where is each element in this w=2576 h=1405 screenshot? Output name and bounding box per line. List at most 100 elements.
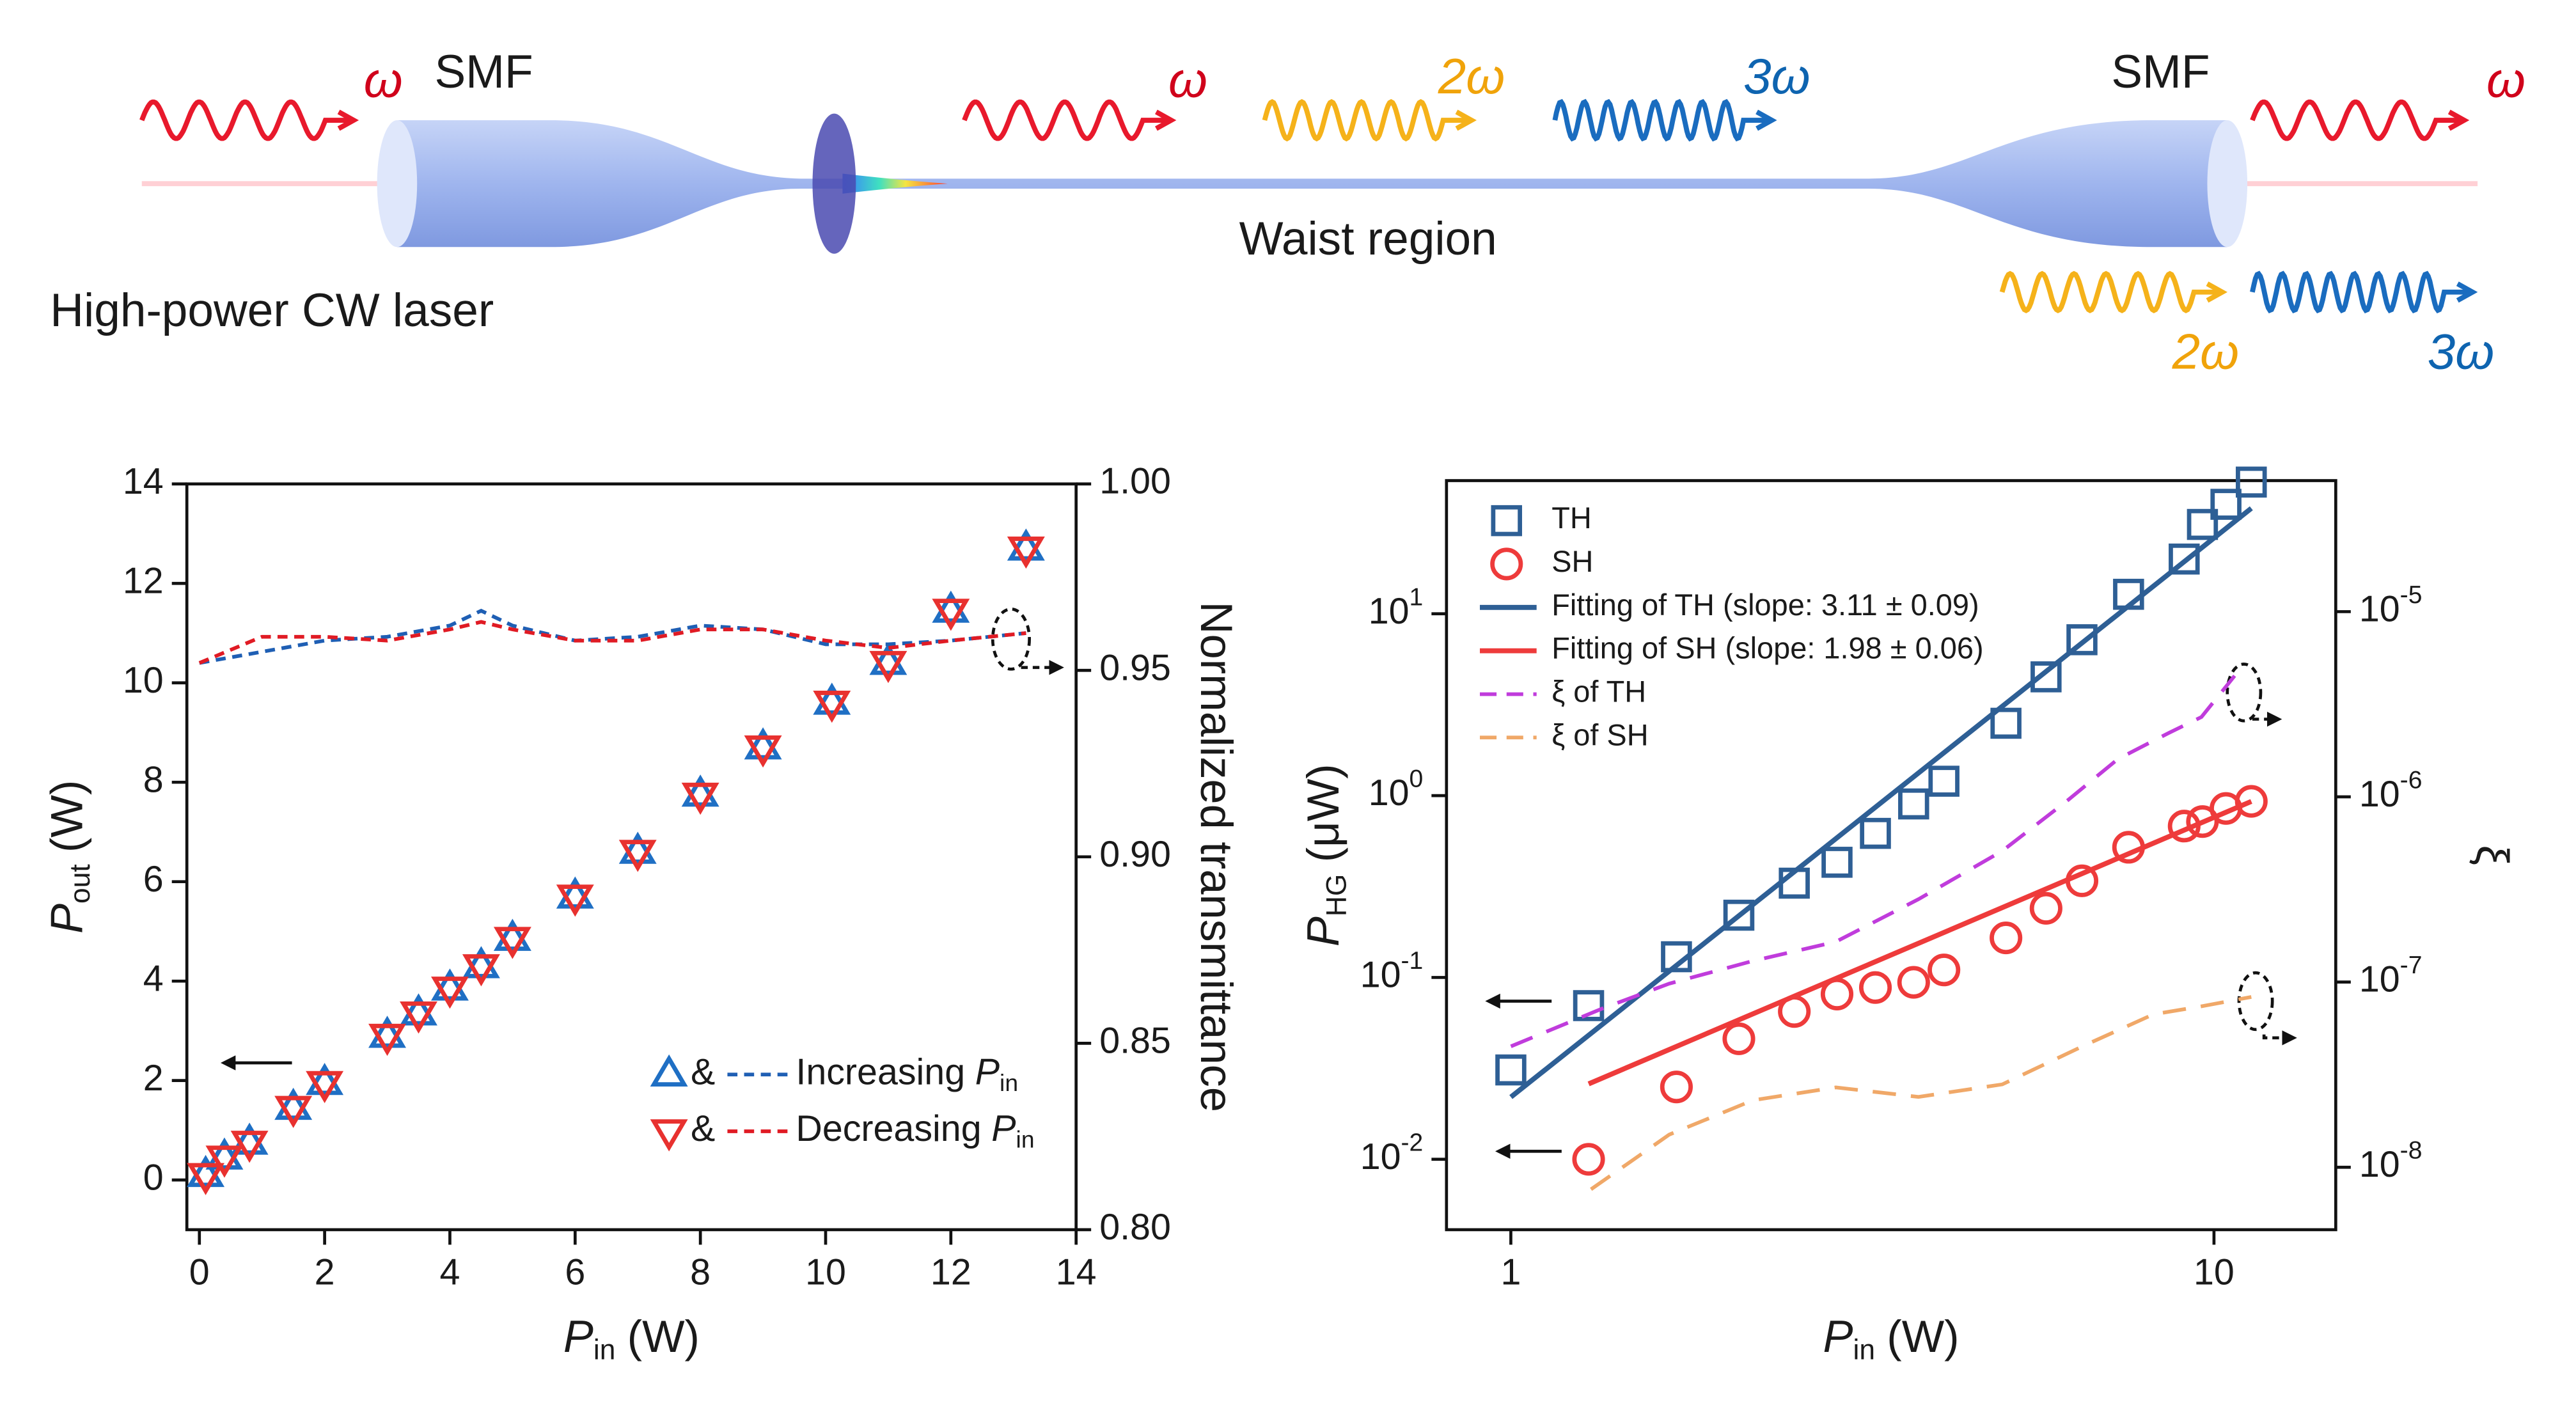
marker: [2030, 661, 2062, 693]
marker: [813, 691, 851, 723]
curve-marker: [2226, 663, 2263, 723]
marker: [274, 1095, 313, 1128]
symbol: P: [1298, 916, 1348, 946]
marker: [2029, 891, 2062, 925]
marker: [681, 782, 719, 815]
marker: [1821, 847, 1853, 878]
axis-label: ξ: [2468, 845, 2518, 865]
tick-base: 10: [2359, 1144, 2400, 1185]
tick-exponent: 0: [1410, 765, 1424, 793]
tick-label: 10-1: [1360, 947, 1424, 995]
tick-exponent: -2: [1401, 1129, 1424, 1157]
tick-label: 0.85: [1099, 1021, 1171, 1062]
tick-label: 1.00: [1099, 461, 1171, 502]
tick-label: 6: [565, 1252, 585, 1292]
marker: [650, 1054, 688, 1087]
marker: [1723, 899, 1755, 931]
tick-exponent: -8: [2400, 1137, 2423, 1165]
axis-label: Normalized transmittance: [1191, 602, 1242, 1112]
cone: [842, 173, 948, 194]
tick-label: 10: [123, 660, 164, 701]
marker: [1572, 1143, 1605, 1176]
legend-label: SH: [1551, 544, 1593, 578]
marker: [2169, 543, 2200, 575]
legend-name: Fitting of TH (slope: 3.11 ± 0.09): [1551, 588, 1979, 622]
tick-label: 10-8: [2359, 1137, 2423, 1185]
wave: [2250, 99, 2460, 141]
tick-label: 101: [1369, 584, 1424, 632]
marker: [1007, 537, 1045, 569]
tick-label: 4: [439, 1252, 460, 1292]
wave-arrow: [1155, 109, 1177, 131]
marker: [744, 735, 782, 768]
symbol: P: [41, 904, 91, 934]
waves: [139, 98, 2478, 314]
marker: [744, 727, 782, 760]
series-line: [1510, 674, 2236, 1048]
subscript: out: [65, 864, 96, 904]
curve-marker: [2237, 971, 2274, 1032]
wave: [2250, 271, 2468, 314]
curve-marker: [991, 608, 1031, 671]
marker: [462, 954, 500, 987]
marker: [2236, 466, 2267, 498]
tick-exponent: -7: [2400, 952, 2423, 979]
tick-base: 10: [1360, 955, 1401, 996]
marker: [1007, 528, 1045, 561]
wave-label: 3ω: [1743, 48, 1810, 104]
marker: [556, 884, 594, 917]
legend-name: Increasing: [796, 1051, 965, 1092]
unit: (W): [41, 780, 91, 852]
marker: [274, 1087, 313, 1120]
legend-label: Fitting of SH (slope: 1.98 ± 0.06): [1551, 631, 1983, 665]
marker: [2187, 508, 2219, 540]
tick-label: 12: [123, 560, 164, 601]
wave-label: ω: [2486, 51, 2525, 107]
tick-label: 2: [143, 1058, 164, 1099]
marker: [462, 946, 500, 978]
tick-label: 4: [143, 958, 164, 999]
tick-label: 8: [690, 1252, 711, 1292]
lens: [812, 113, 856, 254]
tick-base: 10: [1360, 1136, 1401, 1177]
legend-name: TH: [1551, 501, 1592, 535]
marker: [306, 1071, 344, 1104]
wave: [962, 99, 1166, 141]
marker: [1860, 817, 1891, 849]
marker: [1490, 547, 1523, 581]
tick-label: 0: [143, 1157, 164, 1198]
fiber-end: [377, 120, 418, 247]
tick-base: 10: [2359, 774, 2400, 815]
wave-label: 2ω: [2172, 324, 2239, 380]
wave-arrow: [337, 109, 359, 131]
series-line: [1587, 799, 2252, 1087]
marker: [2066, 624, 2098, 655]
axis-label: Pout (W): [41, 780, 95, 934]
subscript: in: [1853, 1334, 1876, 1365]
legend-label: &: [691, 1108, 715, 1149]
marker: [187, 1163, 225, 1195]
legend-label: TH: [1551, 501, 1592, 535]
axis-label: Pin (W): [1823, 1311, 1959, 1365]
legend-name: Fitting of SH (slope: 1.98 ± 0.06): [1551, 631, 1983, 665]
tick-label: 10-7: [2359, 952, 2423, 1000]
marker: [1722, 1022, 1755, 1055]
marker: [306, 1063, 344, 1095]
tick-label: 14: [123, 461, 164, 502]
series-line: [1509, 506, 2253, 1099]
chart: 0 2 4 6 8 10 12 14024681012140.800.850.900.951.…: [41, 461, 1242, 1365]
marker: [493, 918, 531, 951]
marker: [205, 1145, 244, 1178]
legend-label: Increasing Pin: [796, 1051, 1018, 1095]
legend-label: ξ of SH: [1551, 718, 1648, 752]
marker: [1495, 1054, 1527, 1086]
tick-label: 10-6: [2359, 767, 2423, 815]
marker: [556, 876, 594, 909]
wave: [139, 99, 349, 141]
wave-label: ω: [1168, 51, 1207, 107]
tick-label: 0.90: [1099, 834, 1171, 875]
tick-label: 100: [1369, 765, 1424, 813]
tick-base: 10: [2359, 589, 2400, 630]
legend-label: Decreasing Pin: [796, 1108, 1034, 1152]
